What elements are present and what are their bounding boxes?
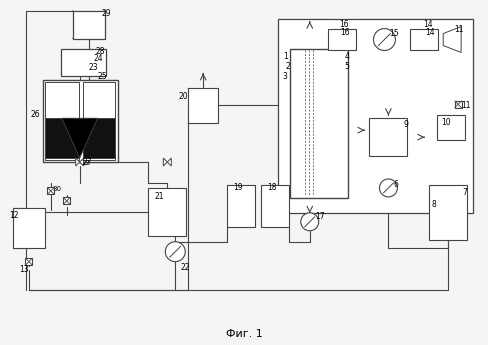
Circle shape [165,242,185,262]
Bar [454,101,461,108]
Text: 22: 22 [180,263,189,272]
Polygon shape [442,27,460,52]
Bar [45,118,79,158]
Text: 14: 14 [423,20,432,29]
Text: 28: 28 [96,47,105,56]
Text: Фиг. 1: Фиг. 1 [225,329,262,339]
Text: 11: 11 [453,24,463,33]
Bar [428,185,466,240]
Bar [277,19,472,213]
Bar [47,187,54,195]
Text: 29: 29 [102,9,111,18]
Polygon shape [163,158,167,166]
Text: 3: 3 [282,72,287,81]
Text: 30: 30 [53,186,61,192]
Text: 7: 7 [461,188,466,197]
Text: 13: 13 [19,265,28,274]
Bar [63,197,70,204]
Text: 27: 27 [81,160,90,166]
Bar [148,188,186,236]
Text: 11: 11 [460,101,469,110]
Polygon shape [76,158,80,166]
Text: 6: 6 [392,180,397,189]
Text: 16: 16 [339,20,348,29]
Bar [82,118,114,158]
Text: 14: 14 [425,28,434,37]
Text: 18: 18 [266,183,276,192]
Circle shape [300,213,318,231]
Bar [226,185,254,227]
Polygon shape [80,158,83,166]
Bar [73,11,104,39]
Bar [43,80,117,162]
Text: 23: 23 [88,63,98,72]
Text: 12: 12 [9,211,19,220]
Circle shape [373,29,395,50]
Text: 26: 26 [31,110,41,119]
Text: 17: 17 [314,212,324,221]
Polygon shape [167,158,171,166]
Bar [61,49,105,76]
Bar [409,29,437,50]
Bar [13,208,45,248]
Text: 2: 2 [285,62,290,71]
Text: 1: 1 [282,52,287,61]
Bar [261,185,288,227]
Polygon shape [61,118,98,158]
Text: 4: 4 [344,52,349,61]
Bar [327,29,355,50]
Bar [436,115,464,140]
Text: 16: 16 [340,28,349,37]
Bar [289,49,347,198]
Text: 19: 19 [233,183,242,192]
Circle shape [379,179,397,197]
Text: 9: 9 [403,120,407,129]
Text: 5: 5 [344,62,349,71]
Bar [369,118,407,156]
Text: 8: 8 [430,200,435,209]
Bar [82,82,114,160]
Text: 10: 10 [440,118,450,127]
Text: 24: 24 [93,55,103,63]
Bar [188,88,218,123]
Text: 21: 21 [154,192,163,201]
Text: 15: 15 [388,29,398,38]
Text: 27: 27 [82,158,92,167]
Text: 25: 25 [98,72,107,81]
Bar [45,82,79,160]
Bar [25,258,32,265]
Text: 20: 20 [178,92,187,101]
